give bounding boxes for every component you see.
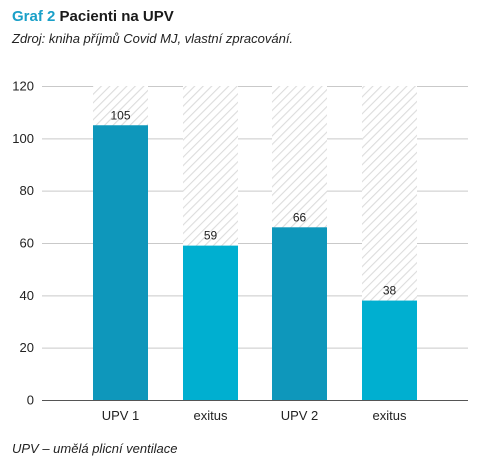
x-category-label: exitus xyxy=(373,408,407,423)
bar xyxy=(362,300,417,400)
x-category-label: UPV 2 xyxy=(281,408,319,423)
data-label: 66 xyxy=(293,210,307,224)
y-tick-label: 40 xyxy=(20,288,34,303)
data-label: 38 xyxy=(383,284,397,298)
data-label: 59 xyxy=(204,229,218,243)
y-tick-label: 60 xyxy=(20,236,34,251)
y-tick-label: 0 xyxy=(27,393,34,408)
chart-source: Zdroj: kniha příjmů Covid MJ, vlastní zp… xyxy=(12,31,294,46)
y-tick-label: 120 xyxy=(12,79,34,94)
y-tick-label: 100 xyxy=(12,131,34,146)
y-tick-label: 80 xyxy=(20,183,34,198)
chart-title-prefix: Graf 2 xyxy=(12,8,56,25)
y-tick-label: 20 xyxy=(20,340,34,355)
data-label: 105 xyxy=(110,108,130,122)
data-bars xyxy=(93,125,417,400)
chart-footnote: UPV – umělá plicní ventilace xyxy=(12,441,178,456)
bar xyxy=(272,227,327,400)
bar xyxy=(93,125,148,400)
bar xyxy=(183,245,238,400)
chart-title: Graf 2 Pacienti na UPV xyxy=(12,8,174,25)
chart-title-main: Pacienti na UPV xyxy=(59,8,174,25)
labels: 0 20 40 60 80 100 120 105 UPV 1 59 exitus 66 UPV 2 38… xyxy=(12,79,407,424)
x-category-label: exitus xyxy=(194,408,228,423)
x-category-label: UPV 1 xyxy=(102,408,140,423)
